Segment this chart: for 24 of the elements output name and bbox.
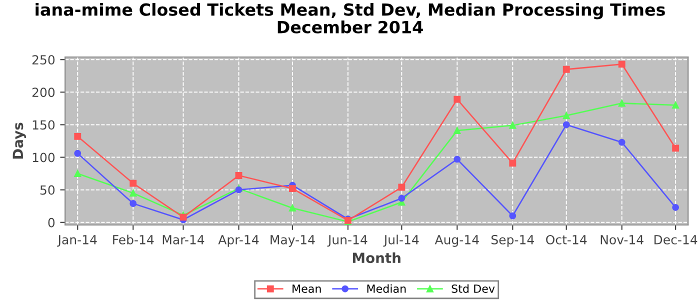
- y-tick-label: 200: [32, 88, 55, 98]
- x-tick-label: Apr-14: [218, 235, 259, 247]
- x-tick-label: Aug-14: [434, 235, 479, 247]
- x-tick-label: Sep-14: [491, 234, 534, 247]
- x-tick-label: Feb-14: [113, 234, 154, 244]
- x-tick-label: Nov-14: [600, 235, 644, 244]
- x-tick-label: Jan-14: [57, 235, 97, 247]
- y-tick-label: 0: [48, 218, 55, 228]
- x-tick-label: Jul-14: [383, 234, 419, 247]
- y-axis-title: Days: [12, 122, 26, 159]
- legend-label: Std Dev: [452, 284, 495, 293]
- chart-title: iana-mime Closed Tickets Mean, Std Dev, Median Processing Times December 2014: [36, 3, 665, 34]
- legend-label: Median: [367, 284, 406, 293]
- x-tick-label: Mar-14: [162, 235, 204, 244]
- x-tick-label: Jun-14: [327, 235, 368, 247]
- x-axis-title: Month: [352, 252, 400, 264]
- x-tick-label: Dec-14: [654, 235, 698, 244]
- y-tick-label: 250: [32, 55, 55, 65]
- y-tick-label: 150: [32, 120, 55, 130]
- x-tick-label: Oct-14: [546, 234, 587, 244]
- x-tick-label: May-14: [270, 235, 315, 247]
- y-tick-label: 100: [32, 152, 55, 162]
- y-tick-label: 50: [40, 185, 55, 195]
- legend-label: Mean: [292, 284, 321, 293]
